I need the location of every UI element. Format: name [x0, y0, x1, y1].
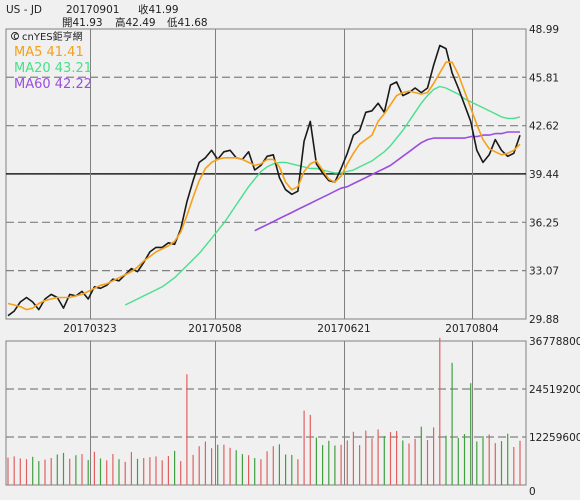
- price-y-tick: 33.07: [529, 266, 559, 278]
- price-y-tick: 48.99: [529, 24, 559, 36]
- legend-ma60: MA60 42.22: [14, 77, 92, 92]
- date-label: 20170901: [66, 4, 119, 16]
- low-label: 低41.68: [167, 16, 208, 29]
- volume-y-tick: 0: [529, 486, 536, 498]
- open-label: 開41.93: [62, 17, 103, 29]
- price-y-axis: 48.99 45.81 42.62 39.44 36.25 33.07 29.88: [529, 24, 559, 326]
- series-line-ma5: [7, 61, 521, 311]
- price-y-tick: 45.81: [529, 72, 559, 84]
- series-line-ma20: [124, 85, 521, 306]
- price-x-tick: 20170323: [63, 323, 116, 335]
- price-lines: [7, 44, 521, 317]
- symbol-label: US - JD: [6, 4, 42, 16]
- price-y-tick: 42.62: [529, 121, 559, 133]
- close-label: 收41.99: [138, 3, 179, 16]
- price-y-tick: 29.88: [529, 314, 559, 326]
- high-label: 高42.49: [115, 16, 156, 29]
- volume-bars: [7, 337, 521, 485]
- volume-y-tick: 36778800: [529, 336, 580, 348]
- price-y-tick: 36.25: [529, 217, 559, 229]
- price-grid: [6, 29, 526, 319]
- legend-ma20: MA20 43.21: [14, 61, 92, 76]
- legend-ma5: MA5 41.41: [14, 45, 84, 60]
- volume-y-axis: 36778800 24519200 12259600 0: [529, 336, 580, 498]
- copyright-icon: [11, 32, 19, 40]
- brand-text: cnYES鉅亨網: [22, 30, 83, 43]
- series-line-ma60: [254, 131, 520, 232]
- price-x-tick: 20170508: [188, 323, 241, 335]
- volume-grid: [6, 341, 526, 485]
- volume-y-tick: 12259600: [529, 432, 580, 444]
- price-x-tick: 20170804: [445, 323, 499, 335]
- volume-y-tick: 24519200: [529, 384, 580, 396]
- price-y-tick: 39.44: [529, 169, 559, 181]
- price-x-axis: 20170323 20170508 20170621 20170804: [63, 323, 499, 335]
- copyright-glyph: c: [13, 31, 18, 42]
- volume-panel-border: [5, 340, 527, 486]
- brand-logo: c cnYES鉅亨網: [11, 30, 83, 43]
- price-x-tick: 20170621: [317, 323, 370, 335]
